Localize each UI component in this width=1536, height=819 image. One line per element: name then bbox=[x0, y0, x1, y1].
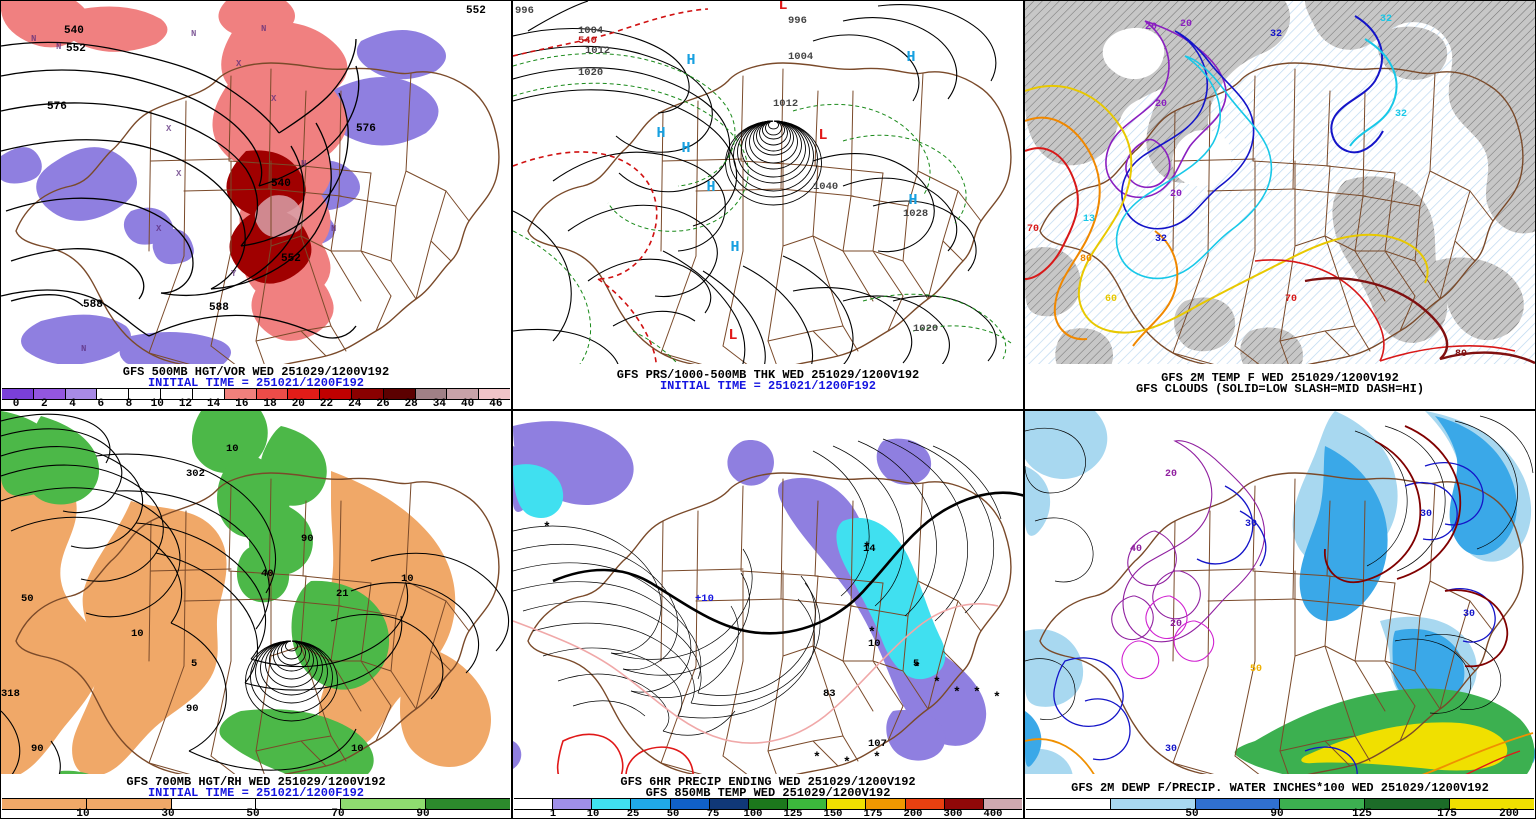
svg-text:32: 32 bbox=[1395, 109, 1407, 120]
svg-text:576: 576 bbox=[356, 123, 376, 135]
svg-text:20: 20 bbox=[1170, 619, 1182, 630]
svg-text:+10: +10 bbox=[695, 593, 714, 605]
svg-text:318: 318 bbox=[1, 688, 20, 700]
svg-text:32: 32 bbox=[1155, 234, 1167, 245]
svg-text:*: * bbox=[953, 685, 961, 700]
svg-text:540: 540 bbox=[64, 25, 84, 37]
svg-text:20: 20 bbox=[1165, 469, 1177, 480]
svg-text:40: 40 bbox=[1130, 544, 1142, 555]
svg-text:H: H bbox=[681, 140, 690, 157]
svg-text:Y: Y bbox=[231, 269, 237, 279]
svg-text:552: 552 bbox=[66, 43, 86, 55]
svg-text:1020: 1020 bbox=[913, 323, 938, 335]
svg-text:10: 10 bbox=[868, 638, 881, 650]
svg-text:552: 552 bbox=[466, 5, 486, 17]
svg-text:90: 90 bbox=[301, 533, 314, 545]
svg-text:N: N bbox=[81, 344, 86, 354]
svg-text:*: * bbox=[813, 750, 821, 765]
svg-text:50: 50 bbox=[21, 593, 34, 605]
svg-text:60: 60 bbox=[1105, 294, 1117, 305]
svg-text:30: 30 bbox=[1165, 744, 1177, 755]
svg-text:32: 32 bbox=[1380, 14, 1392, 25]
svg-text:14: 14 bbox=[863, 543, 876, 555]
svg-text:80: 80 bbox=[1080, 254, 1092, 265]
svg-text:X: X bbox=[176, 169, 182, 179]
svg-text:N: N bbox=[31, 34, 36, 44]
svg-text:83: 83 bbox=[823, 688, 836, 700]
svg-text:*: * bbox=[843, 755, 851, 770]
svg-text:L: L bbox=[818, 127, 827, 144]
svg-text:20: 20 bbox=[1155, 99, 1167, 110]
svg-text:H: H bbox=[686, 52, 695, 69]
svg-text:20: 20 bbox=[1170, 189, 1182, 200]
svg-text:540: 540 bbox=[578, 35, 597, 47]
svg-text:H: H bbox=[908, 192, 917, 209]
svg-text:30: 30 bbox=[1463, 609, 1475, 620]
svg-text:10: 10 bbox=[226, 443, 239, 455]
svg-text:30: 30 bbox=[1420, 509, 1432, 520]
svg-text:N: N bbox=[261, 24, 266, 34]
svg-text:10: 10 bbox=[351, 743, 364, 755]
svg-text:588: 588 bbox=[209, 302, 229, 314]
svg-text:107: 107 bbox=[868, 738, 887, 750]
svg-text:*: * bbox=[973, 685, 981, 700]
svg-text:X: X bbox=[236, 59, 242, 69]
svg-text:30: 30 bbox=[1245, 519, 1257, 530]
svg-text:1028: 1028 bbox=[903, 208, 928, 220]
svg-text:576: 576 bbox=[47, 101, 67, 113]
svg-text:50: 50 bbox=[1250, 664, 1262, 675]
svg-text:32: 32 bbox=[1270, 29, 1282, 40]
svg-text:*: * bbox=[543, 520, 551, 535]
svg-text:*: * bbox=[873, 750, 881, 765]
svg-text:40: 40 bbox=[261, 568, 274, 580]
svg-text:80: 80 bbox=[1455, 349, 1467, 360]
svg-text:N: N bbox=[191, 29, 196, 39]
svg-text:1012: 1012 bbox=[773, 98, 798, 110]
svg-text:302: 302 bbox=[186, 468, 205, 480]
svg-text:N: N bbox=[56, 42, 61, 52]
svg-text:20: 20 bbox=[1180, 19, 1192, 30]
svg-text:10: 10 bbox=[131, 628, 144, 640]
svg-text:996: 996 bbox=[788, 15, 807, 27]
svg-text:H: H bbox=[656, 125, 665, 142]
svg-text:1004: 1004 bbox=[788, 51, 813, 63]
svg-text:1040: 1040 bbox=[813, 181, 838, 193]
svg-text:*: * bbox=[933, 675, 941, 690]
svg-text:L: L bbox=[778, 1, 787, 14]
svg-text:996: 996 bbox=[515, 5, 534, 17]
svg-text:*: * bbox=[993, 690, 1001, 705]
svg-text:N: N bbox=[331, 224, 336, 234]
svg-text:5: 5 bbox=[191, 658, 197, 670]
svg-text:20: 20 bbox=[1145, 22, 1157, 33]
svg-text:70: 70 bbox=[1027, 224, 1039, 235]
svg-text:552: 552 bbox=[281, 253, 301, 265]
svg-text:540: 540 bbox=[271, 178, 291, 190]
svg-text:X: X bbox=[271, 94, 277, 104]
svg-text:X: X bbox=[166, 124, 172, 134]
svg-text:1020: 1020 bbox=[578, 67, 603, 79]
svg-text:90: 90 bbox=[31, 743, 44, 755]
svg-text:588: 588 bbox=[83, 299, 103, 311]
svg-text:10: 10 bbox=[401, 573, 414, 585]
svg-text:N: N bbox=[301, 159, 306, 169]
svg-text:H: H bbox=[706, 179, 715, 196]
svg-text:L: L bbox=[728, 327, 737, 344]
svg-text:70: 70 bbox=[1285, 294, 1297, 305]
svg-text:H: H bbox=[730, 239, 739, 256]
svg-text:H: H bbox=[906, 49, 915, 66]
svg-text:21: 21 bbox=[336, 588, 349, 600]
svg-text:13: 13 bbox=[1083, 214, 1095, 225]
svg-text:X: X bbox=[156, 224, 162, 234]
svg-text:90: 90 bbox=[186, 703, 199, 715]
svg-text:5: 5 bbox=[913, 658, 919, 670]
